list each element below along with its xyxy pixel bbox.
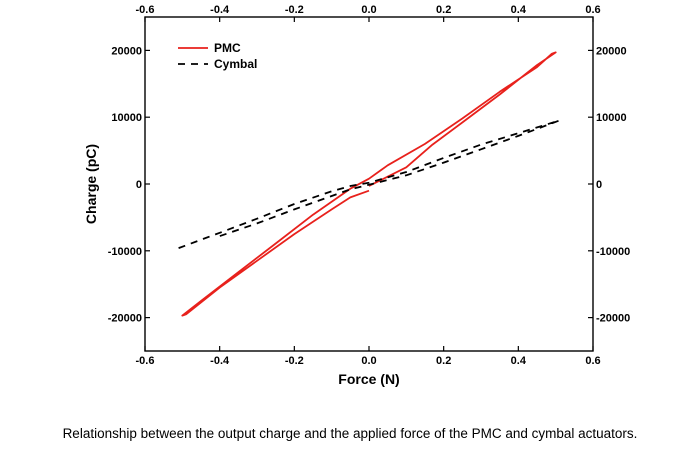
y-tick-label-right: 10000	[596, 112, 627, 124]
x-tick-label-bottom: -0.4	[210, 355, 230, 367]
x-tick-label-top: 0.0	[361, 4, 376, 16]
x-tick-label-top: 0.6	[585, 4, 600, 16]
x-axis-title: Force (N)	[338, 371, 399, 387]
x-tick-label-top: 0.4	[511, 4, 527, 16]
series-layer	[178, 51, 561, 317]
y-tick-label-right: 20000	[596, 45, 627, 57]
x-tick-label-top: 0.2	[436, 4, 451, 16]
y-axis-ticks: -20000 -20000 -10000 -10000 0 0 10000 10000 2000…	[108, 45, 631, 324]
x-tick-label-top: -0.4	[210, 4, 230, 16]
y-tick-label-left: 0	[136, 179, 142, 191]
y-tick-label-left: -10000	[108, 246, 142, 258]
chart: -0.6 -0.6 -0.4 -0.4 -0.2 -0.2 0.0 0.0 0.2 0.2 0.4 0…	[83, 4, 631, 387]
y-tick-label-right: -10000	[596, 246, 630, 258]
y-tick-label-left: 10000	[111, 112, 142, 124]
y-axis-title: Charge (pC)	[83, 144, 99, 224]
x-tick-label-bottom: -0.2	[285, 355, 304, 367]
legend-label-pmc: PMC	[214, 41, 241, 55]
series-line-pmc	[181, 51, 557, 317]
series-line-cymbal	[178, 119, 561, 249]
x-tick-label-bottom: 0.4	[511, 355, 527, 367]
y-tick-label-right: 0	[596, 179, 602, 191]
x-tick-label-bottom: -0.6	[136, 355, 155, 367]
x-tick-label-top: -0.6	[136, 4, 155, 16]
x-tick-label-top: -0.2	[285, 4, 304, 16]
legend: PMC Cymbal	[178, 41, 257, 71]
figure-caption: Relationship between the output charge a…	[62, 426, 638, 441]
x-tick-label-bottom: 0.0	[361, 355, 376, 367]
y-tick-label-right: -20000	[596, 313, 630, 325]
legend-label-cymbal: Cymbal	[214, 57, 257, 71]
x-tick-label-bottom: 0.2	[436, 355, 451, 367]
x-axis-ticks: -0.6 -0.6 -0.4 -0.4 -0.2 -0.2 0.0 0.0 0.2 0.2 0.4 0…	[136, 4, 601, 367]
x-tick-label-bottom: 0.6	[585, 355, 600, 367]
y-tick-label-left: -20000	[108, 313, 142, 325]
y-tick-label-left: 20000	[111, 45, 142, 57]
